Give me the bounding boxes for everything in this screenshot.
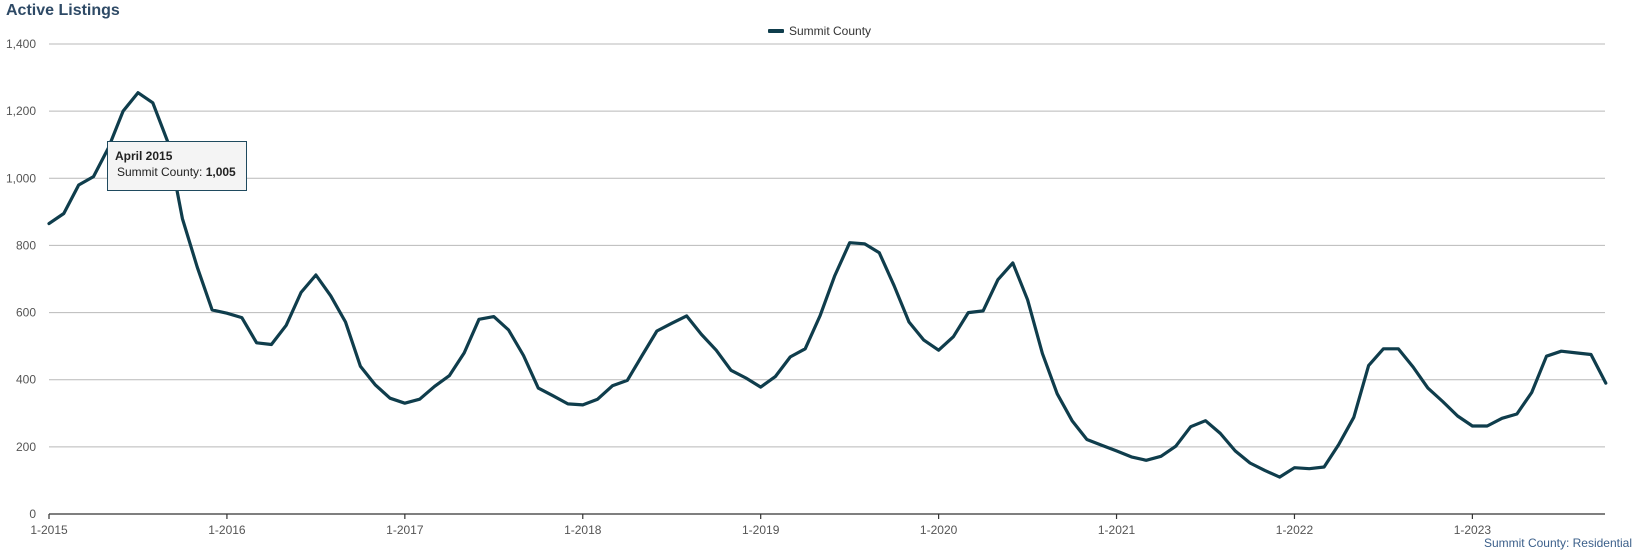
x-tick-label: 1-2016 (208, 523, 246, 537)
chart-source-label: Summit County: Residential (1483, 536, 1632, 550)
y-tick-label: 400 (16, 373, 36, 387)
x-tick-label: 1-2017 (386, 523, 424, 537)
x-tick-label: 1-2018 (564, 523, 602, 537)
y-axis-ticks: 0 200 400 600 800 1,000 1,200 1,400 (6, 37, 36, 521)
gridlines (49, 43, 1605, 515)
series-line-summit-county[interactable] (47, 91, 1608, 479)
tooltip-value: 1,005 (205, 165, 236, 179)
x-tick-label: 1-2020 (920, 523, 958, 537)
legend-label-summit-county: Summit County (789, 24, 871, 38)
x-tick-label: 1-2015 (30, 523, 68, 537)
y-tick-label: 800 (16, 238, 36, 252)
chart-title: Active Listings (6, 2, 120, 19)
legend: Summit County (768, 24, 871, 38)
x-tick-label: 1-2021 (1098, 523, 1136, 537)
x-tick-label: 1-2019 (742, 523, 780, 537)
y-tick-label: 1,000 (6, 171, 36, 185)
y-tick-label: 600 (16, 306, 36, 320)
legend-swatch-summit-county (768, 29, 784, 33)
tooltip-row: Summit County: 1,005 (115, 165, 246, 179)
x-tick-label: 1-2022 (1276, 523, 1314, 537)
y-tick-label: 0 (29, 507, 36, 521)
y-tick-label: 200 (16, 440, 36, 454)
series-layer (47, 91, 1608, 479)
y-tick-label: 1,400 (6, 37, 36, 51)
x-tick-label: 1-2023 (1454, 523, 1492, 537)
tooltip-title: April 2015 (115, 149, 173, 163)
y-tick-label: 1,200 (6, 104, 36, 118)
tooltip: April 2015 Summit County: 1,005 (107, 141, 247, 191)
tooltip-series-label: Summit County: (117, 165, 203, 179)
x-axis-ticks: 1-2015 1-2016 1-2017 1-2018 1-2019 1-2020 1-20… (30, 514, 1491, 537)
